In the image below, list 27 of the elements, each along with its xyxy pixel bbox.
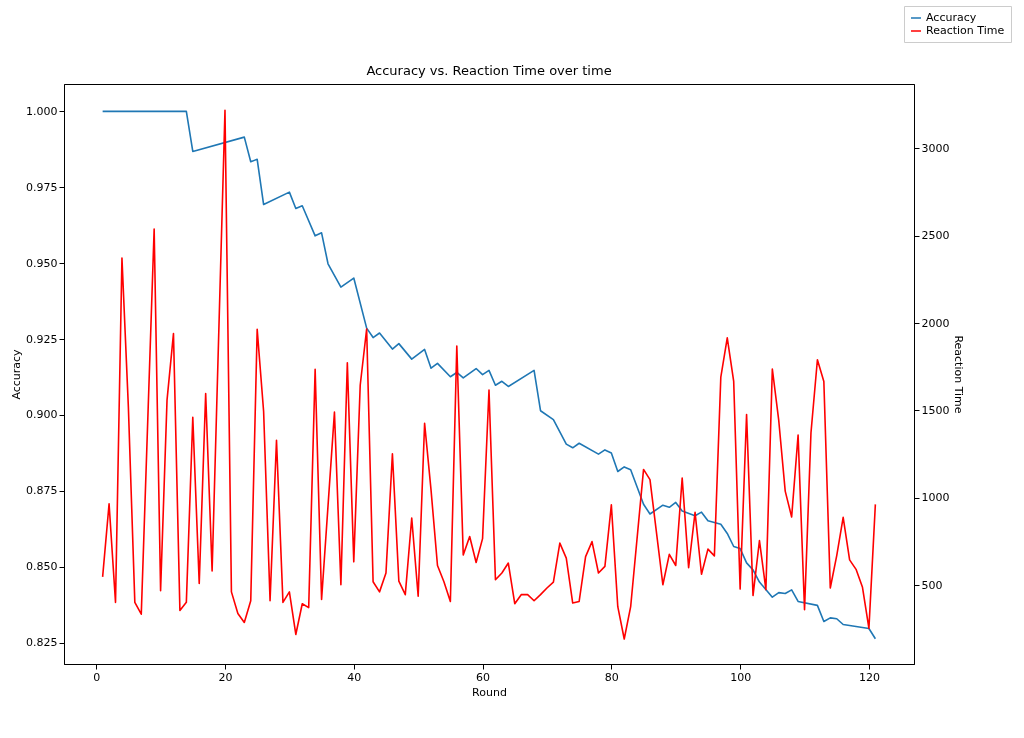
y2-tick-label: 500 bbox=[921, 578, 943, 592]
y-tick-label: 0.975 bbox=[26, 180, 58, 194]
chart-title: Accuracy vs. Reaction Time over time bbox=[366, 63, 612, 78]
x-tick-label: 80 bbox=[604, 670, 619, 684]
y-tick-label: 0.950 bbox=[26, 256, 58, 270]
y2-tick-label: 2000 bbox=[921, 316, 950, 330]
x-tick-label: 120 bbox=[858, 670, 880, 684]
x-tick-label: 100 bbox=[730, 670, 752, 684]
y-tick-label: 0.925 bbox=[26, 332, 58, 346]
legend-label: Reaction Time bbox=[926, 24, 1005, 37]
y-tick-label: 1.000 bbox=[26, 104, 58, 118]
x-tick-label: 0 bbox=[93, 670, 101, 684]
legend-label: Accuracy bbox=[926, 11, 977, 24]
y-tick-label: 0.850 bbox=[26, 560, 58, 574]
y-tick-label: 0.825 bbox=[26, 636, 58, 650]
y2-tick-label: 3000 bbox=[921, 141, 950, 155]
x-tick-label: 20 bbox=[218, 670, 233, 684]
x-axis-title: Round bbox=[472, 685, 507, 699]
y2-axis-title: Reaction Time bbox=[952, 335, 966, 414]
x-tick-label: 40 bbox=[347, 670, 362, 684]
y2-tick-label: 1500 bbox=[921, 403, 950, 417]
y2-tick-label: 2500 bbox=[921, 229, 950, 243]
y2-tick-label: 1000 bbox=[921, 491, 950, 505]
y-tick-label: 0.875 bbox=[26, 484, 58, 498]
y-tick-label: 0.900 bbox=[26, 408, 58, 422]
x-tick-label: 60 bbox=[476, 670, 491, 684]
y-axis-title: Accuracy bbox=[10, 348, 24, 400]
